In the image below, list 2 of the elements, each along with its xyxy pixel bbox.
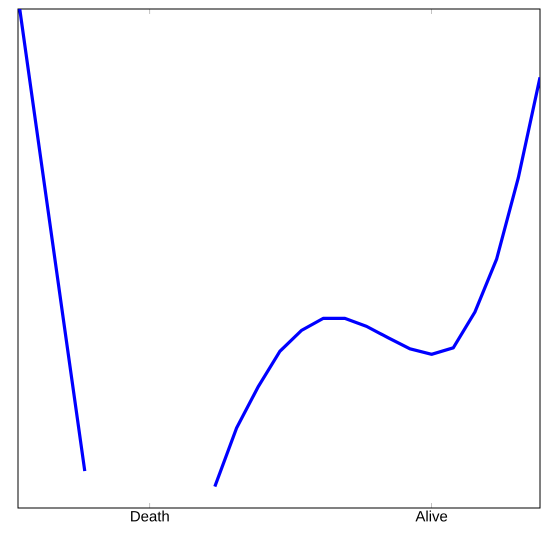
- x-tick-label: Death: [131, 510, 169, 522]
- x-tick-label: Alive: [415, 510, 448, 522]
